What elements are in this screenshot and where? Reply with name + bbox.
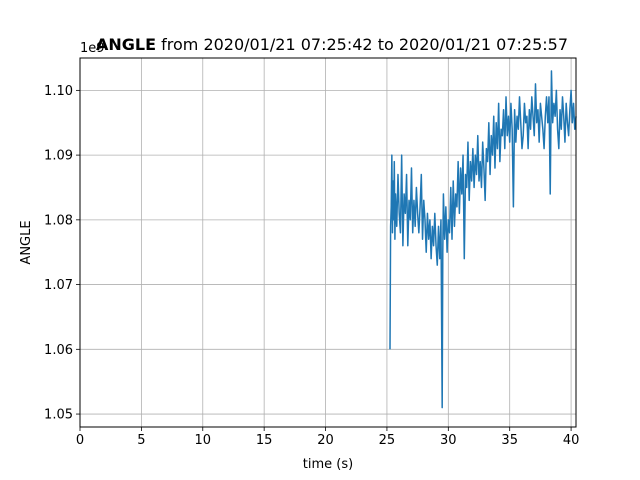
grid-lines bbox=[79, 58, 576, 427]
x-tick-label: 30 bbox=[440, 433, 457, 448]
axis-ticks: 0 5 10 15 20 25 30 35 40 1.05 1.06 1.07 1.08 1.09 1.10 bbox=[44, 84, 579, 448]
x-tick-label: 5 bbox=[137, 433, 145, 448]
x-tick-label: 10 bbox=[194, 433, 211, 448]
y-tick-label: 1.05 bbox=[44, 408, 73, 423]
x-tick-label: 0 bbox=[76, 433, 84, 448]
x-tick-label: 15 bbox=[256, 433, 273, 448]
x-axis-label: time (s) bbox=[303, 457, 353, 472]
x-tick-label: 20 bbox=[317, 433, 334, 448]
x-tick-label: 35 bbox=[501, 433, 518, 448]
chart-title-range: from 2020/01/21 07:25:42 to 2020/01/21 0… bbox=[156, 35, 568, 54]
y-tick-label: 1.06 bbox=[44, 343, 73, 358]
y-offset-label: 1e9 bbox=[80, 41, 105, 56]
y-tick-label: 1.10 bbox=[44, 84, 73, 99]
chart-title: ANGLE from 2020/01/21 07:25:42 to 2020/0… bbox=[96, 35, 568, 54]
x-tick-label: 25 bbox=[379, 433, 396, 448]
plot-frame bbox=[79, 57, 577, 428]
x-tick-label: 40 bbox=[563, 433, 580, 448]
y-tick-label: 1.07 bbox=[44, 278, 73, 293]
y-axis-label: ANGLE bbox=[19, 220, 34, 264]
chart-title-variable: ANGLE bbox=[96, 35, 156, 54]
y-tick-label: 1.08 bbox=[44, 213, 73, 228]
data-series bbox=[389, 70, 577, 409]
series-line bbox=[389, 70, 577, 409]
y-tick-label: 1.09 bbox=[44, 149, 73, 164]
